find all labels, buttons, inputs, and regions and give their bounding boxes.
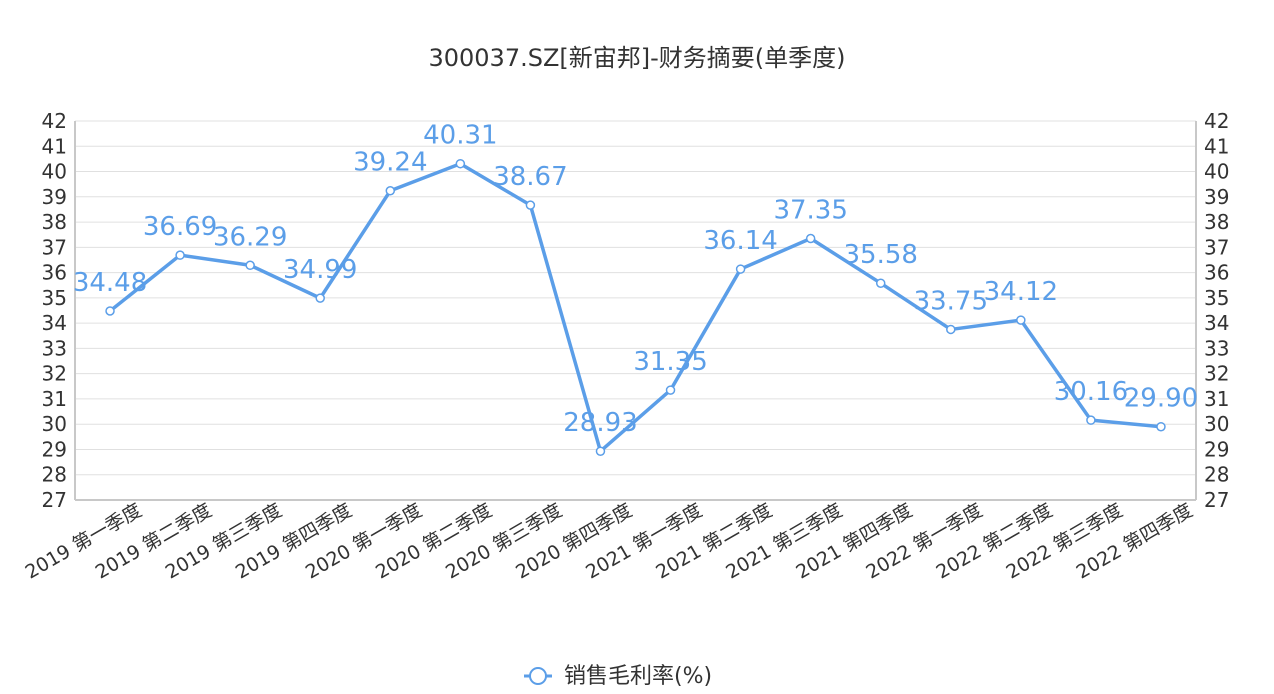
data-label: 28.93 xyxy=(563,408,637,438)
x-tick-label: 2019 第三季度 xyxy=(162,499,286,583)
data-point[interactable] xyxy=(525,200,536,210)
y-tick-label-right: 33 xyxy=(1204,336,1229,360)
data-point[interactable] xyxy=(665,385,676,395)
data-label: 38.67 xyxy=(493,162,567,192)
y-tick-label-left: 28 xyxy=(42,463,67,487)
x-tick-label: 2021 第四季度 xyxy=(792,499,916,583)
data-point[interactable] xyxy=(1016,315,1026,325)
y-tick-label-left: 31 xyxy=(42,387,67,411)
y-tick-label-left: 37 xyxy=(42,235,67,259)
data-label: 31.35 xyxy=(633,347,707,377)
y-tick-label-right: 41 xyxy=(1204,134,1229,158)
data-point[interactable] xyxy=(875,278,886,288)
legend[interactable]: 销售毛利率(%) xyxy=(524,664,712,689)
x-tick-label: 2021 第一季度 xyxy=(582,499,706,583)
series-line xyxy=(108,161,1162,453)
y-tick-label-right: 32 xyxy=(1204,362,1229,386)
data-label: 34.99 xyxy=(283,255,357,285)
x-tick-label: 2020 第三季度 xyxy=(442,499,566,583)
y-tick-label-left: 34 xyxy=(42,311,67,335)
y-tick-label-right: 27 xyxy=(1204,488,1229,512)
data-label: 33.75 xyxy=(914,286,988,316)
y-tick-label-left: 32 xyxy=(42,362,67,386)
y-tick-label-left: 40 xyxy=(42,160,67,184)
x-tick-label: 2020 第一季度 xyxy=(302,499,426,583)
data-point[interactable] xyxy=(455,158,466,169)
data-point[interactable] xyxy=(595,446,606,456)
x-tick-label: 2021 第二季度 xyxy=(652,499,776,583)
y-tick-label-left: 29 xyxy=(42,437,67,461)
x-tick-label: 2019 第四季度 xyxy=(232,499,356,583)
legend-label: 销售毛利率(%) xyxy=(564,664,712,689)
data-point[interactable] xyxy=(1156,421,1166,432)
y-tick-label-left: 35 xyxy=(42,286,67,310)
y-tick-label-right: 40 xyxy=(1204,160,1229,184)
x-tick-label: 2022 第四季度 xyxy=(1073,499,1197,583)
data-label: 37.35 xyxy=(773,195,847,225)
chart-title: 300037.SZ[新宙邦]-财务摘要(单季度) xyxy=(428,44,845,72)
data-point[interactable] xyxy=(805,233,816,244)
y-tick-label-left: 27 xyxy=(42,488,67,512)
y-tick-label-right: 28 xyxy=(1204,463,1229,487)
x-tick-label: 2019 第一季度 xyxy=(22,499,146,583)
y-tick-label-left: 36 xyxy=(42,261,67,285)
y-tick-label-left: 41 xyxy=(42,134,67,158)
data-label: 34.48 xyxy=(73,268,147,298)
data-point[interactable] xyxy=(245,260,255,271)
data-point[interactable] xyxy=(175,250,185,260)
y-tick-label-right: 38 xyxy=(1204,210,1229,234)
y-tick-label-right: 37 xyxy=(1204,235,1229,259)
x-tick-label: 2020 第四季度 xyxy=(512,499,636,583)
y-tick-label-right: 39 xyxy=(1204,185,1229,209)
y-tick-label-left: 38 xyxy=(42,210,67,234)
y-tick-label-left: 39 xyxy=(42,185,67,209)
legend-marker-icon xyxy=(529,667,547,685)
data-point[interactable] xyxy=(385,185,396,196)
x-tick-label: 2022 第三季度 xyxy=(1003,499,1127,583)
data-label: 39.24 xyxy=(353,148,427,178)
y-tick-label-left: 30 xyxy=(42,412,67,436)
grid xyxy=(75,120,1196,501)
data-label: 36.69 xyxy=(143,212,217,242)
data-point[interactable] xyxy=(105,306,115,316)
y-tick-label-left: 33 xyxy=(42,336,67,360)
data-point[interactable] xyxy=(735,264,746,274)
data-label: 35.58 xyxy=(844,240,918,270)
x-tick-label: 2019 第二季度 xyxy=(92,499,216,583)
data-point[interactable] xyxy=(315,293,325,303)
data-label: 34.12 xyxy=(984,277,1058,307)
y-tick-label-right: 31 xyxy=(1204,387,1229,411)
x-tick-label: 2020 第二季度 xyxy=(372,499,496,583)
series-layer xyxy=(105,158,1166,456)
x-tick-label: 2022 第二季度 xyxy=(932,499,1056,583)
y-tick-label-right: 42 xyxy=(1204,109,1229,133)
data-label: 40.31 xyxy=(423,121,497,151)
x-tick-label: 2021 第三季度 xyxy=(722,499,846,583)
data-label: 29.90 xyxy=(1124,384,1198,414)
y-tick-label-left: 42 xyxy=(42,109,67,133)
data-label: 36.29 xyxy=(213,222,287,252)
y-tick-label-right: 34 xyxy=(1204,311,1229,335)
y-tick-label-right: 35 xyxy=(1204,286,1229,310)
data-point[interactable] xyxy=(946,324,956,335)
y-tick-label-right: 30 xyxy=(1204,412,1229,436)
data-label: 30.16 xyxy=(1054,377,1128,407)
x-tick-label: 2022 第一季度 xyxy=(862,499,986,583)
axes xyxy=(74,121,1197,501)
data-point[interactable] xyxy=(1086,415,1096,425)
y-tick-label-right: 36 xyxy=(1204,261,1229,285)
y-tick-label-right: 29 xyxy=(1204,437,1229,461)
data-label: 36.14 xyxy=(703,226,777,256)
